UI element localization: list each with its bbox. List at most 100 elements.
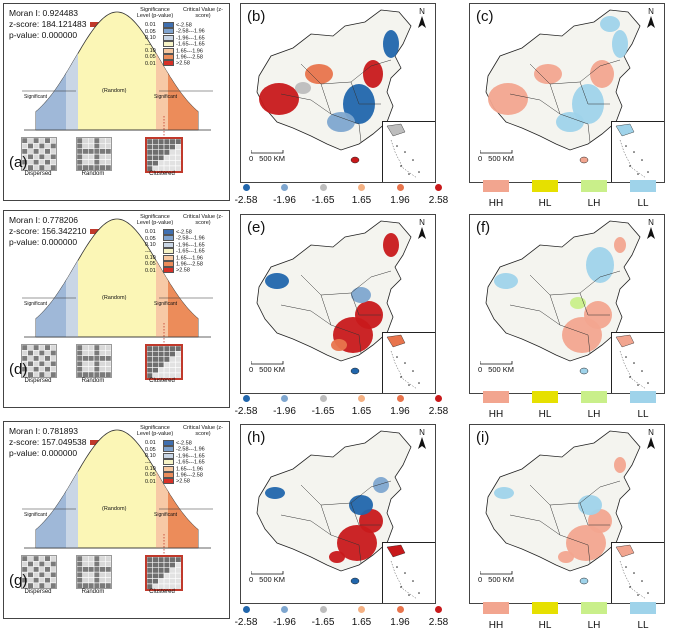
z-range-cell: >2.58 [176, 60, 190, 67]
panel-label: (a) [9, 154, 28, 171]
panel-label: (h) [247, 429, 266, 446]
cluster-region [600, 16, 620, 32]
scale-bar: 0 500 KM [249, 361, 285, 374]
p-value-cell: 0.10 [145, 255, 156, 262]
zscore-dot [281, 606, 288, 613]
zscore-value: 2.58 [428, 406, 449, 417]
significant-left-label: Significant [24, 301, 48, 307]
cluster-region [488, 83, 528, 115]
scale-bar: 0 500 KM [478, 361, 514, 374]
province-border [280, 93, 332, 115]
normal-curve [22, 11, 213, 138]
p-value-value: p-value: 0.000000 [9, 30, 78, 40]
legend-row: 0.10 -1.96---1.65 [135, 452, 205, 460]
zscore-legend: -2.58 -1.96 -1.65 1.65 1.96 2.58 [226, 184, 456, 212]
south-china-sea-inset [382, 332, 435, 393]
moran-panel: Moran I: 0.781893 z-score: 157.049538 p-va… [3, 421, 230, 619]
cluster-swatch [630, 391, 656, 403]
province-border [579, 292, 610, 316]
scale-distance: 500 KM [259, 154, 286, 163]
legend-swatch [163, 28, 174, 35]
china-map [485, 430, 641, 585]
hainan-island [579, 156, 589, 164]
zscore-legend-item: 2.58 [419, 395, 459, 417]
zscore-legend-item: 1.65 [342, 606, 382, 628]
z-range-cell: 1.65---1.96 [176, 48, 203, 55]
p-value-cell: 0.05 [145, 28, 156, 35]
hainan-island [350, 367, 360, 375]
cluster-region [590, 60, 614, 88]
cluster-value: HH [488, 198, 504, 209]
z-range-cell: -2.58---1.96 [176, 235, 205, 242]
province-border [350, 480, 392, 504]
zscore-legend-item: 1.96 [380, 606, 420, 628]
zscore-value: 1.96 [390, 617, 410, 628]
scale-distance: 500 KM [488, 154, 515, 163]
legend-swatch [163, 22, 174, 28]
china-map [256, 430, 412, 585]
province-border [579, 59, 621, 83]
random-thumbnail [76, 344, 112, 378]
scale-zero: 0 [478, 365, 483, 374]
cluster-region [534, 64, 562, 84]
legend-swatch [163, 440, 174, 446]
zscore-legend-item: 1.96 [380, 184, 420, 206]
legend-swatch [163, 248, 174, 255]
z-score-marker [89, 440, 99, 446]
left-tail-low [36, 280, 66, 337]
legend-swatch [163, 267, 174, 274]
z-range-cell: 1.96---2.58 [176, 472, 203, 479]
province-border [350, 270, 392, 294]
cluster-region [351, 287, 371, 303]
north-label: N [648, 218, 654, 227]
p-value-cell: --- [145, 459, 151, 466]
zscore-value: 1.65 [351, 406, 372, 417]
cluster-legend-item: LL [623, 602, 663, 631]
zscore-dot [281, 184, 288, 191]
random-label: (Random) [102, 506, 127, 512]
legend-row: --- -1.65---1.65 [135, 248, 205, 255]
moran-i-value: Moran I: 0.781893 [9, 426, 78, 436]
p-value-value: p-value: 0.000000 [9, 448, 78, 458]
cluster-value: HH [488, 409, 504, 420]
province-border [358, 123, 362, 143]
scale-zero: 0 [478, 575, 483, 584]
legend-row: 0.01 >2.58 [135, 267, 190, 274]
legend-row: 0.01 >2.58 [135, 60, 190, 67]
zscore-dot [242, 395, 250, 402]
cluster-legend-item: HL [525, 602, 565, 631]
zscore-legend-item: -1.96 [265, 395, 305, 417]
panel-label: (c) [476, 8, 494, 25]
cluster-legend-item: LH [574, 180, 614, 209]
legend-row: --- -1.65---1.65 [135, 41, 205, 48]
zscore-value: 1.65 [351, 195, 372, 206]
z-range-cell: -1.96---1.65 [176, 453, 205, 460]
cluster-region [558, 551, 574, 563]
legend-row: 0.01 <-2.58 [135, 440, 192, 447]
legend-row: 0.05 1.96---2.58 [135, 261, 203, 268]
legend-row: 0.05 1.96---2.58 [135, 472, 203, 479]
cluster-region [578, 495, 602, 515]
z-range-cell: 1.65---1.96 [176, 466, 203, 473]
cluster-swatch [532, 602, 558, 614]
province-border [358, 334, 362, 354]
cluster-value: HL [538, 409, 552, 420]
panel-label: (f) [476, 219, 491, 236]
zscore-value: 2.58 [428, 195, 449, 206]
cluster-region [295, 82, 311, 94]
scale-distance: 500 KM [259, 575, 286, 584]
z-score-marker [89, 22, 99, 28]
p-value-cell: 0.05 [145, 235, 156, 242]
critical-value-header: Critical Value (z-score) [183, 425, 223, 438]
p-value-cell: 0.05 [145, 261, 156, 268]
significant-right-label: Significant [154, 94, 178, 100]
zscore-legend-item: -1.96 [265, 606, 305, 628]
p-value-cell: 0.10 [145, 242, 156, 249]
zscore-legend: -2.58 -1.96 -1.65 1.65 1.96 2.58 [226, 395, 456, 423]
left-tail-mid [66, 471, 78, 548]
cluster-region [494, 273, 518, 289]
zscore-dot [396, 184, 404, 191]
cluster-value: HL [538, 198, 552, 209]
legend-row: 0.10 1.65---1.96 [135, 254, 203, 262]
north-label: N [648, 7, 654, 16]
